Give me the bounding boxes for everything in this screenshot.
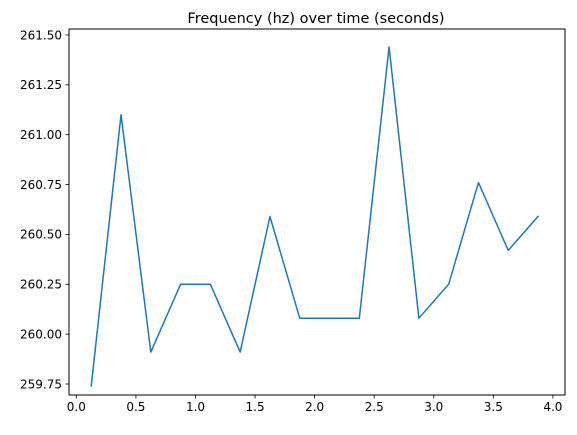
y-tick-label: 259.75 <box>20 377 62 391</box>
y-tick-label: 260.50 <box>20 228 62 242</box>
x-axis: 0.0 0.5 1.0 1.5 2.0 2.5 3.0 3.5 4.0 <box>67 395 562 414</box>
series-line-0 <box>90 46 540 387</box>
y-tick-label: 260.75 <box>20 178 62 192</box>
y-tick-label: 261.00 <box>20 128 62 142</box>
x-tick-label: 1.5 <box>246 400 265 414</box>
x-tick-label: 4.0 <box>543 400 562 414</box>
axes-frame <box>68 28 566 396</box>
y-axis: 259.75 260.00 260.25 260.50 260.75 261.00 261.… <box>20 28 69 391</box>
y-tick-label: 260.00 <box>20 327 62 341</box>
y-tick-label: 261.50 <box>20 28 62 42</box>
x-tick-label: 1.0 <box>186 400 205 414</box>
plot-area <box>90 46 540 387</box>
x-tick-label: 3.0 <box>424 400 443 414</box>
x-tick-label: 3.5 <box>484 400 503 414</box>
x-tick-label: 2.0 <box>305 400 324 414</box>
chart-title: Frequency (hz) over time (seconds) <box>187 11 444 27</box>
x-tick-label: 0.5 <box>126 400 145 414</box>
x-tick-label: 2.5 <box>365 400 384 414</box>
y-tick-label: 261.25 <box>20 78 62 92</box>
y-tick-label: 260.25 <box>20 278 62 292</box>
x-tick-label: 0.0 <box>67 400 86 414</box>
